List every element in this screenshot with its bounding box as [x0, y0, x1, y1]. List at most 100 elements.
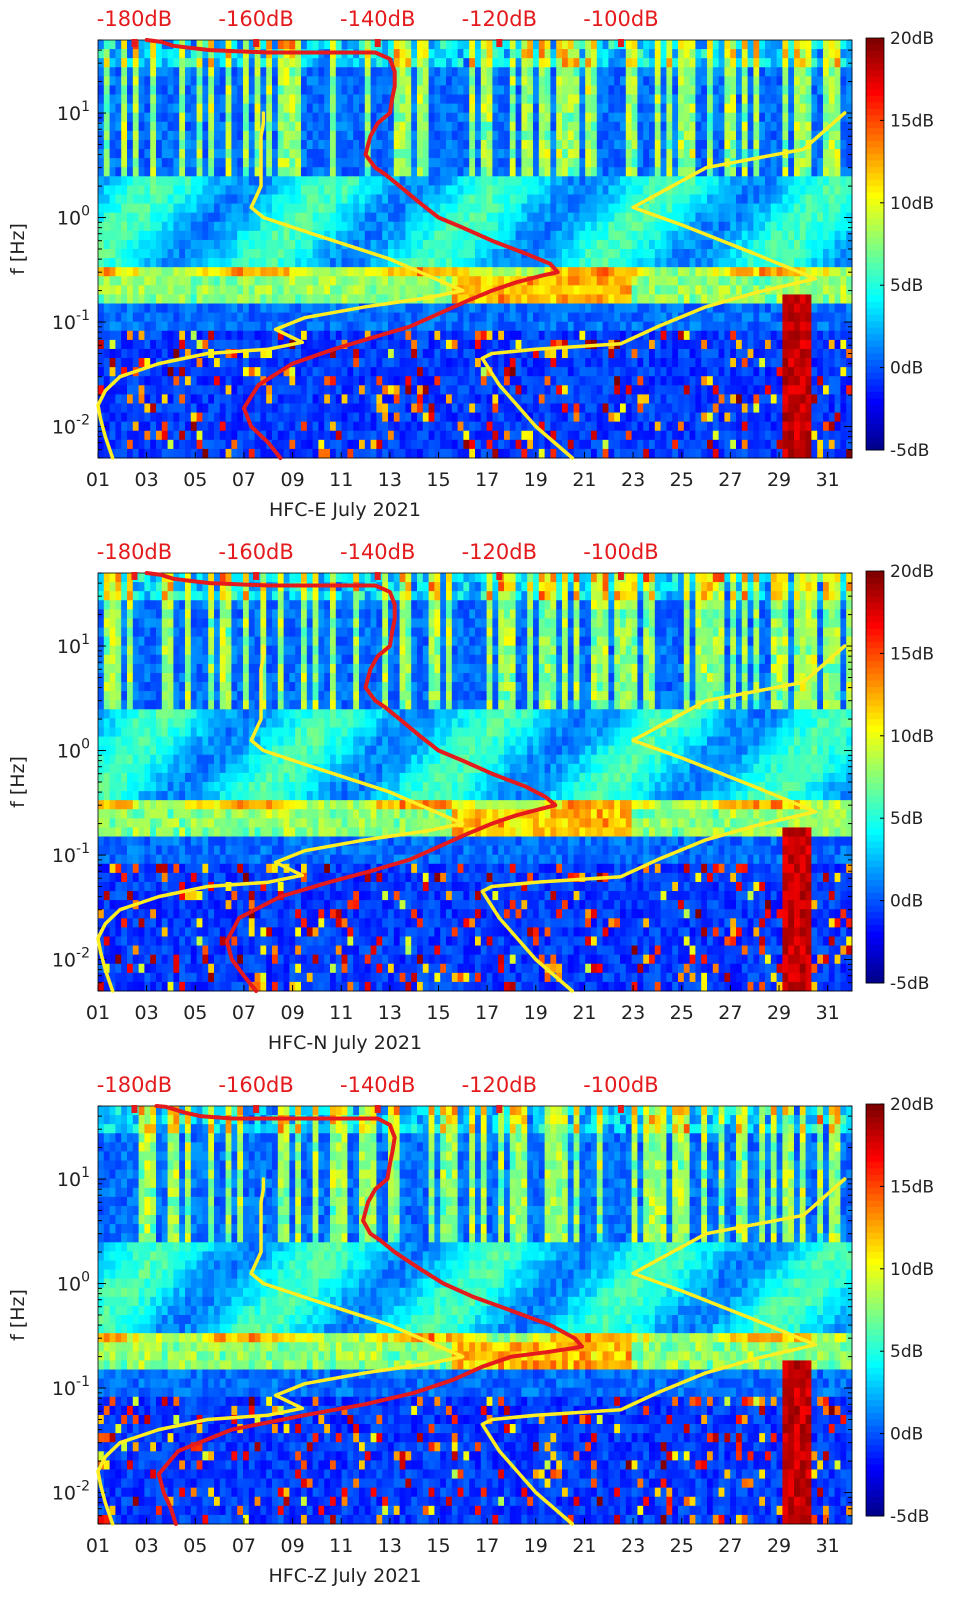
- x-axis-label: HFC-Z July 2021: [269, 1565, 422, 1587]
- colorbar-segment: [866, 892, 884, 900]
- top-axis-label: -180dB: [97, 1073, 172, 1097]
- colorbar-segment: [866, 424, 884, 432]
- x-tick-label: 01: [86, 1002, 110, 1024]
- x-tick-label: 19: [524, 469, 548, 491]
- x-tick-label: 29: [767, 1535, 791, 1557]
- y-axis-label: f [Hz]: [7, 223, 29, 275]
- x-tick-label: 31: [816, 469, 840, 491]
- colorbar-segment: [866, 314, 884, 322]
- colorbar-segment: [866, 1477, 884, 1485]
- colorbar-tick-label: 15dB: [890, 644, 934, 664]
- colorbar-segment: [866, 1277, 884, 1285]
- colorbar-segment: [866, 1142, 884, 1150]
- colorbar-segment: [866, 1219, 884, 1227]
- colorbar-segment: [866, 1252, 884, 1259]
- colorbar-segment: [866, 950, 884, 958]
- colorbar-tick-label: 10dB: [890, 727, 934, 747]
- colorbar-segment: [866, 437, 884, 445]
- top-axis-tick: [374, 39, 381, 47]
- colorbar-segment: [866, 1496, 884, 1504]
- colorbar-segment: [866, 147, 884, 155]
- colorbar-segment: [866, 583, 884, 591]
- x-tick-label: 01: [86, 469, 110, 491]
- top-axis-label: -120dB: [462, 7, 537, 31]
- y-tick-label: 100: [57, 1270, 90, 1296]
- y-tick-label: 101: [57, 99, 90, 125]
- colorbar-segment: [866, 218, 884, 226]
- colorbar-segment: [866, 628, 884, 636]
- colorbar-segment: [866, 1200, 884, 1208]
- x-tick-label: 09: [280, 1535, 304, 1557]
- colorbar-segment: [866, 256, 884, 264]
- noise-model-line: [480, 1177, 847, 1526]
- colorbar-segment: [866, 1129, 884, 1137]
- colorbar-segment: [866, 596, 884, 604]
- x-tick-label: 23: [621, 469, 645, 491]
- colorbar-segment: [866, 379, 884, 387]
- x-tick-label: 27: [718, 469, 742, 491]
- colorbar-segment: [866, 1380, 884, 1388]
- x-tick-label: 25: [670, 469, 694, 491]
- colorbar-tick-label: -5dB: [890, 441, 929, 461]
- top-axis-label: -140dB: [340, 1073, 415, 1097]
- x-tick-label: 07: [232, 1002, 256, 1024]
- noise-model-line: [480, 644, 847, 993]
- colorbar-segment: [866, 603, 884, 611]
- colorbar-segment: [866, 1187, 884, 1195]
- panel-hfc-n: 01 03 05 07 09 11 13 15 17 19 21 23 25 27 29 31 10-2 10-1…: [0, 533, 962, 1066]
- colorbar-segment: [866, 822, 884, 829]
- colorbar-segment: [866, 392, 884, 399]
- colorbar-segment: [866, 809, 884, 817]
- x-tick-label: 09: [280, 1002, 304, 1024]
- colorbar-segment: [866, 1297, 884, 1305]
- colorbar-segment: [866, 674, 884, 681]
- colorbar-segment: [866, 590, 884, 598]
- colorbar-segment: [866, 963, 884, 971]
- colorbar-segment: [866, 1361, 884, 1369]
- colorbar-segment: [866, 828, 884, 836]
- colorbar-segment: [866, 880, 884, 887]
- colorbar-segment: [866, 198, 884, 206]
- colorbar-segment: [866, 1290, 884, 1298]
- colorbar-tick-label: 20dB: [890, 562, 934, 582]
- colorbar-tick-label: 15dB: [890, 1177, 934, 1197]
- colorbar-segment: [866, 282, 884, 290]
- colorbar-segment: [866, 115, 884, 123]
- colorbar-segment: [866, 1104, 884, 1111]
- colorbar-segment: [866, 925, 884, 932]
- colorbar-segment: [866, 802, 884, 810]
- top-axis-label: -160dB: [218, 1073, 293, 1097]
- colorbar-segment: [866, 1161, 884, 1169]
- top-axis-tick: [496, 572, 503, 580]
- colorbar-segment: [866, 1458, 884, 1465]
- top-axis-label: -140dB: [340, 540, 415, 564]
- x-tick-label: 01: [86, 1535, 110, 1557]
- colorbar-segment: [866, 83, 884, 90]
- colorbar-segment: [866, 1393, 884, 1401]
- colorbar-segment: [866, 1136, 884, 1144]
- colorbar-segment: [866, 347, 884, 354]
- y-axis-label: f [Hz]: [7, 1289, 29, 1341]
- spectrogram: [98, 1106, 853, 1525]
- colorbar-segment: [866, 886, 884, 894]
- colorbar-segment: [866, 250, 884, 258]
- y-tick-label: 101: [57, 1165, 90, 1191]
- x-tick-label: 07: [232, 1535, 256, 1557]
- colorbar-segment: [866, 944, 884, 952]
- colorbar-segment: [866, 411, 884, 419]
- colorbar-tick-label: 15dB: [890, 111, 934, 131]
- x-tick-label: 29: [767, 1002, 791, 1024]
- colorbar-segment: [866, 641, 884, 649]
- colorbar-segment: [866, 1509, 884, 1517]
- colorbar-segment: [866, 327, 884, 335]
- colorbar-segment: [866, 860, 884, 868]
- colorbar-segment: [866, 102, 884, 110]
- colorbar-segment: [866, 1374, 884, 1382]
- x-tick-label: 25: [670, 1002, 694, 1024]
- noise-model-line: [96, 1177, 465, 1526]
- colorbar-segment: [866, 289, 884, 296]
- colorbar-tick-label: 0dB: [890, 892, 923, 912]
- top-axis-tick: [617, 572, 624, 580]
- colorbar-tick-label: 5dB: [890, 809, 923, 829]
